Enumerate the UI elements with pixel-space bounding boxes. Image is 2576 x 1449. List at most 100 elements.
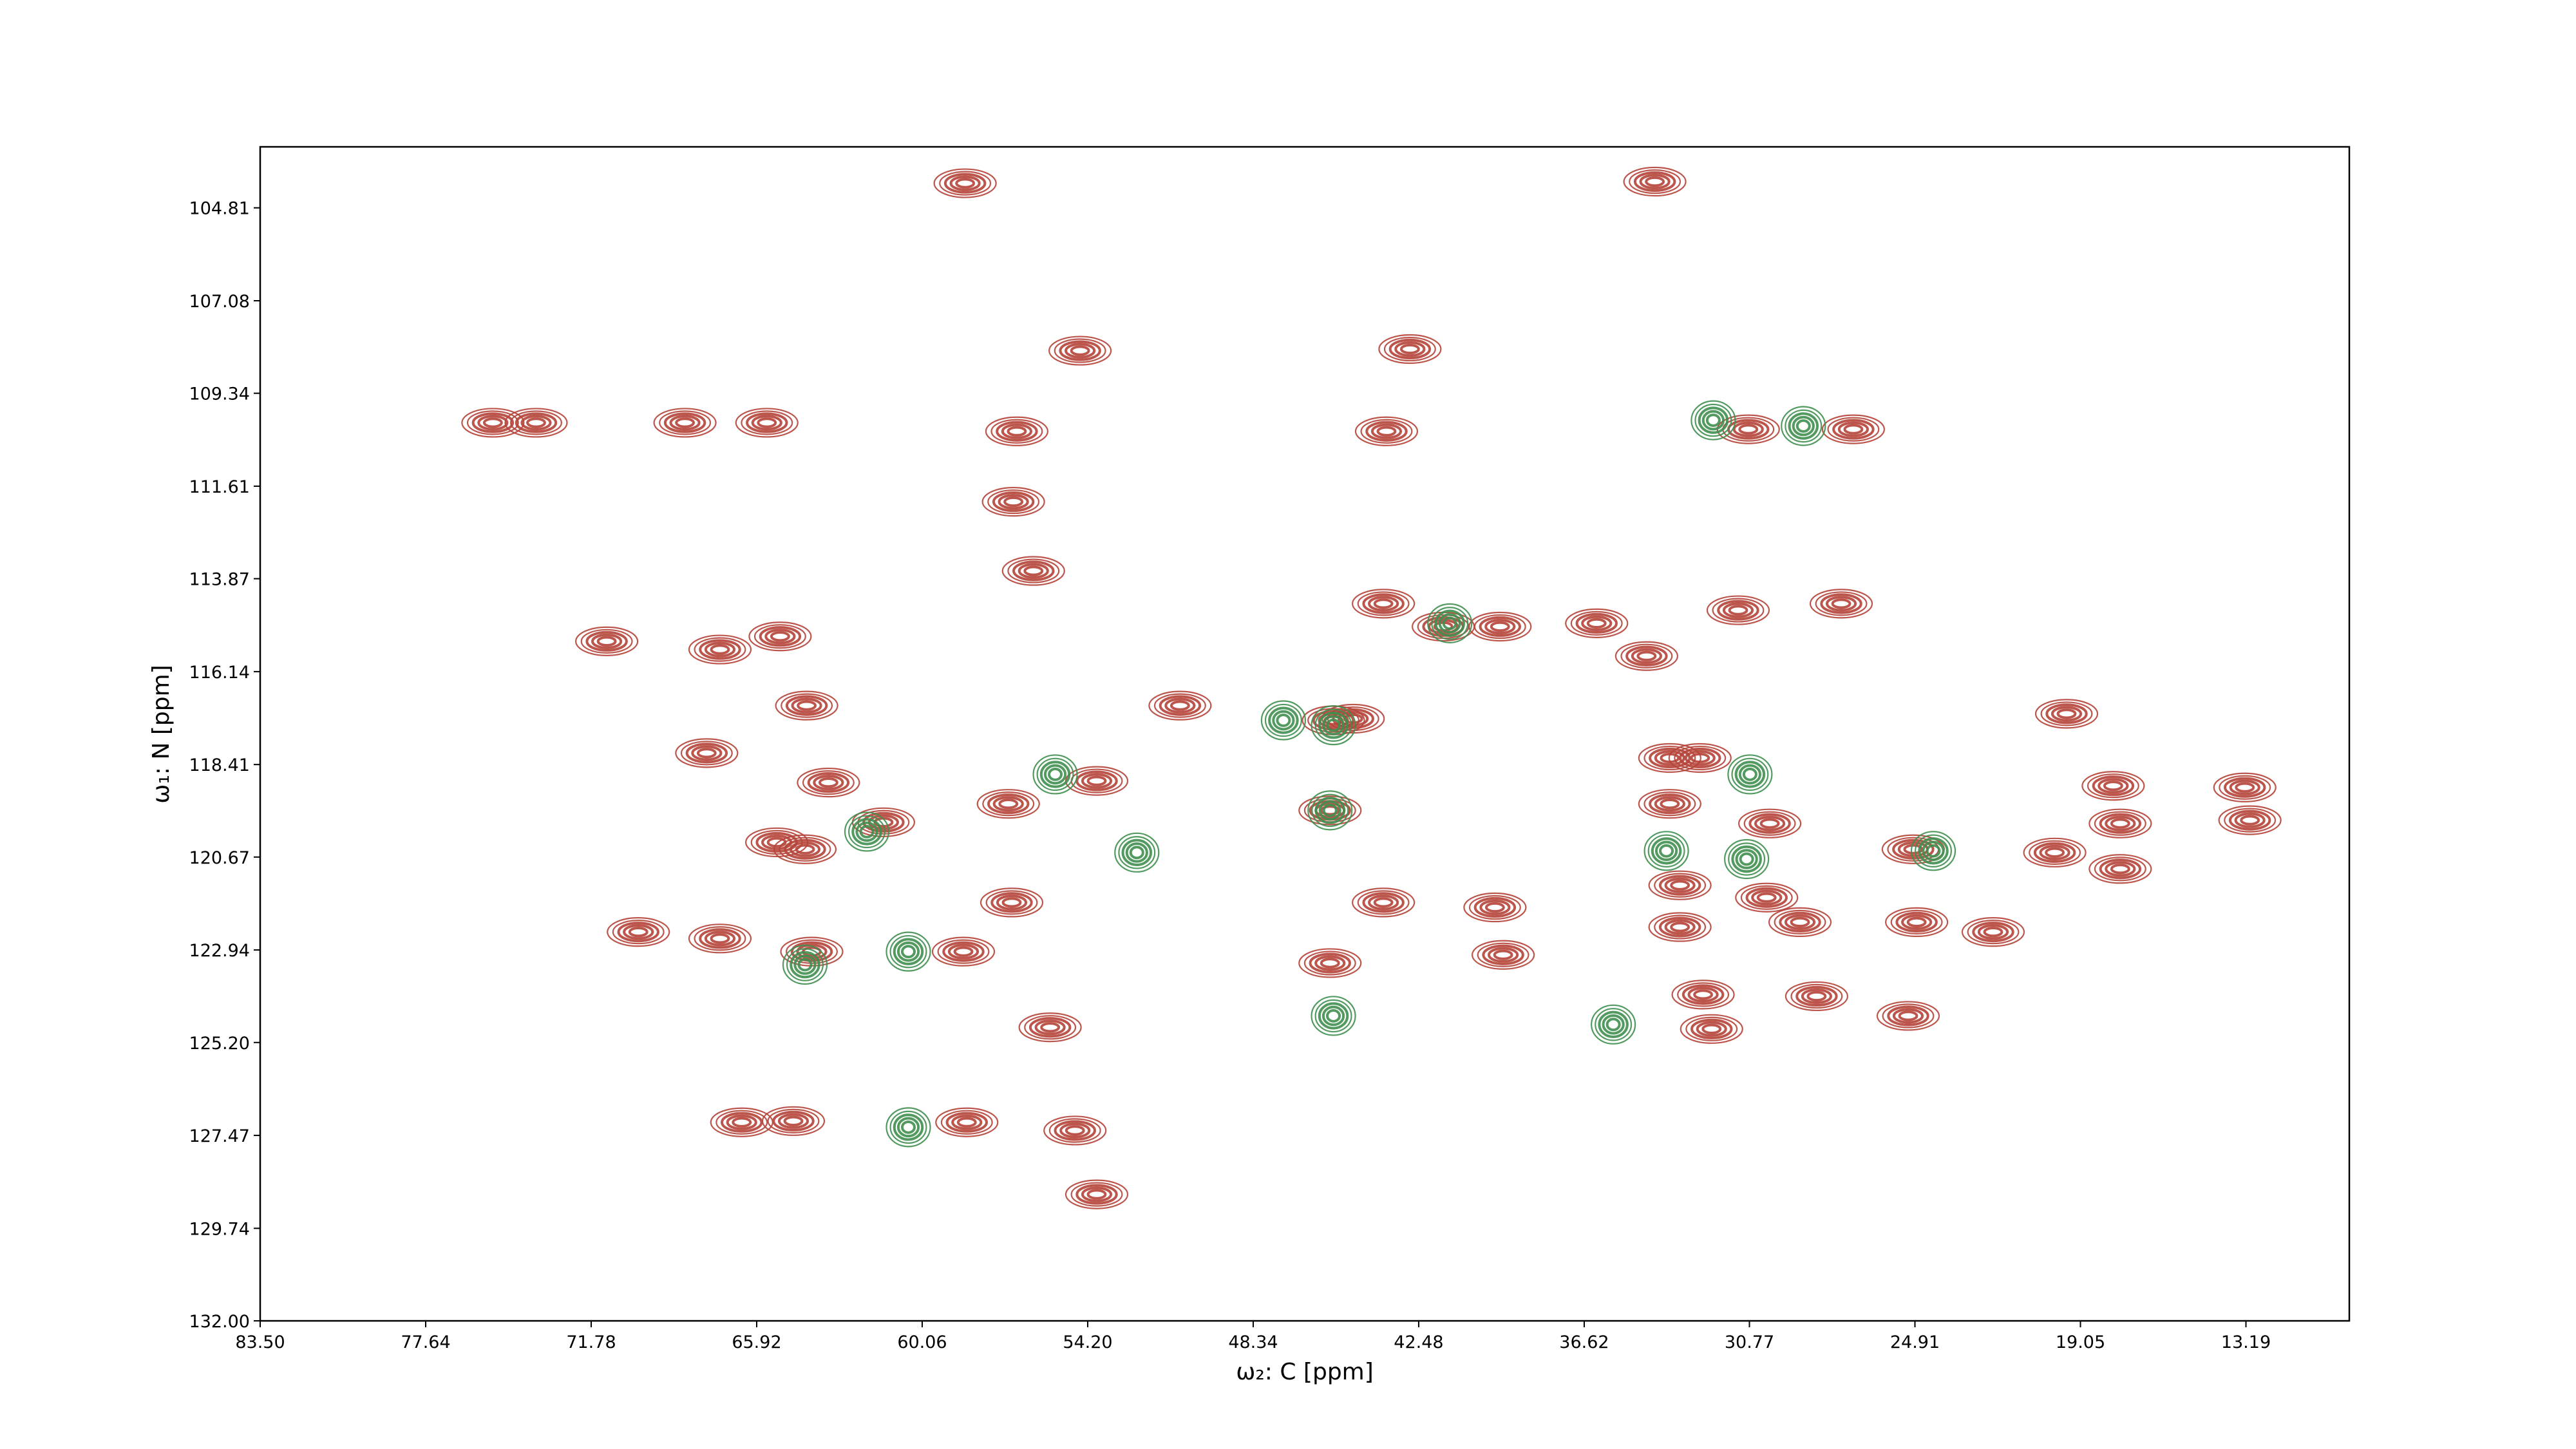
contour-ring <box>1901 914 1933 931</box>
contour-ring <box>982 791 1035 817</box>
contour-ring <box>1321 1005 1345 1027</box>
x-tick-label: 36.62 <box>1559 1332 1609 1352</box>
contour-ring <box>785 695 828 716</box>
peak <box>886 931 931 972</box>
contour-ring <box>813 775 844 791</box>
contour-ring <box>1591 1004 1636 1045</box>
contour-ring <box>1565 608 1629 638</box>
peak <box>981 486 1045 517</box>
contour-ring <box>886 931 931 972</box>
contour-ring <box>1801 988 1832 1005</box>
contour-ring <box>1318 1002 1349 1030</box>
contour-ring <box>937 939 990 964</box>
contour-ring <box>1892 1008 1924 1024</box>
contour-ring <box>1922 840 1945 862</box>
peak <box>1043 1115 1107 1146</box>
contour-ring <box>893 1113 924 1141</box>
contour-ring <box>1314 999 1352 1033</box>
contour-ring <box>940 1110 993 1135</box>
contour-ring <box>976 789 1040 819</box>
contour-ring <box>1354 416 1419 446</box>
contour-ring <box>669 415 701 431</box>
contour-ring <box>1712 598 1765 623</box>
contour-ring <box>755 831 798 853</box>
peak <box>1468 611 1532 642</box>
contour-ring <box>2224 777 2266 798</box>
contour-ring <box>1694 403 1732 437</box>
contour-ring <box>1651 837 1682 865</box>
x-tick-label: 13.19 <box>2221 1332 2271 1352</box>
contour-ring <box>1043 1115 1107 1146</box>
contour-ring <box>1482 944 1524 965</box>
peak <box>1114 832 1160 873</box>
peak <box>1809 589 1873 619</box>
contour-ring <box>1034 1019 1066 1036</box>
contour-ring <box>1054 1120 1096 1141</box>
contour-ring <box>1427 603 1473 643</box>
contour-ring <box>1821 414 1885 444</box>
contour-ring <box>585 630 628 652</box>
peak <box>735 408 799 438</box>
contour-ring <box>482 417 503 428</box>
x-tick-label: 19.05 <box>2056 1332 2105 1352</box>
contour-ring <box>943 173 987 194</box>
contour-ring <box>1696 1021 1727 1037</box>
y-tick-label: 125.20 <box>189 1034 250 1054</box>
peak <box>688 634 752 665</box>
contour-ring <box>2033 842 2076 863</box>
peak <box>797 768 860 798</box>
peak <box>2088 854 2152 884</box>
contour-ring <box>748 621 812 652</box>
contour-ring <box>1581 615 1613 631</box>
contour-ring <box>750 829 803 855</box>
contour-ring <box>1043 764 1067 785</box>
contour-ring <box>987 793 1030 815</box>
contour-ring <box>1370 423 1403 439</box>
contour-ring <box>1314 708 1352 742</box>
contour-ring <box>945 1112 988 1133</box>
contour-ring <box>1792 415 1815 437</box>
peak <box>748 621 812 652</box>
contour-ring <box>1961 917 2025 947</box>
peak <box>1463 892 1527 923</box>
contour-ring <box>653 408 717 438</box>
contour-ring <box>987 489 1040 515</box>
contour-ring <box>2050 706 2083 722</box>
contour-ring <box>1368 596 1399 612</box>
contour-ring <box>797 768 860 798</box>
contour-ring <box>1325 1009 1341 1023</box>
contour-ring <box>939 171 992 196</box>
contour-ring <box>1298 795 1362 826</box>
contour-ring <box>949 175 981 191</box>
contour-ring <box>1360 419 1413 444</box>
contour-ring <box>1795 985 1838 1007</box>
contour-ring <box>1086 1189 1107 1200</box>
contour-ring <box>1629 169 1681 194</box>
contour-ring <box>2229 779 2260 795</box>
contour-ring <box>1007 558 1060 583</box>
contour-ring <box>680 741 733 766</box>
contour-ring <box>1748 813 1791 834</box>
contour-ring <box>688 923 752 954</box>
peak <box>782 944 828 985</box>
peak <box>1427 603 1473 643</box>
peak <box>1352 887 1416 918</box>
contour-ring <box>2039 844 2070 860</box>
contour-ring <box>1598 1010 1629 1039</box>
contour-ring <box>1827 417 1880 442</box>
contour-ring <box>1001 897 1022 908</box>
contour-ring <box>855 821 878 842</box>
contour-ring <box>896 1117 920 1138</box>
contour-ring <box>1636 650 1657 661</box>
contour-ring <box>1159 695 1202 716</box>
peak <box>1781 406 1826 446</box>
peak <box>2088 808 2152 838</box>
contour-ring <box>955 178 976 189</box>
contour-ring <box>466 410 519 435</box>
contour-ring <box>1615 641 1678 671</box>
contour-ring <box>1915 834 1952 867</box>
contour-ring <box>757 417 777 428</box>
contour-ring <box>2098 778 2129 794</box>
peak <box>1354 416 1419 446</box>
